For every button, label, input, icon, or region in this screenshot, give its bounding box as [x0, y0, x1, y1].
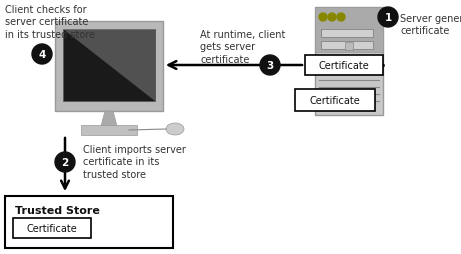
Circle shape — [328, 14, 336, 22]
Text: 4: 4 — [38, 50, 46, 60]
FancyBboxPatch shape — [81, 125, 137, 135]
Ellipse shape — [166, 123, 184, 135]
Polygon shape — [101, 112, 117, 126]
Text: Certificate: Certificate — [27, 223, 77, 233]
FancyBboxPatch shape — [345, 43, 353, 51]
FancyBboxPatch shape — [315, 8, 383, 53]
Text: Client imports server
certificate in its
trusted store: Client imports server certificate in its… — [83, 145, 186, 179]
FancyBboxPatch shape — [315, 8, 383, 116]
Circle shape — [32, 45, 52, 65]
FancyBboxPatch shape — [63, 30, 155, 102]
Text: At runtime, client
gets server
certificate: At runtime, client gets server certifica… — [200, 30, 285, 65]
Circle shape — [55, 152, 75, 172]
Text: 3: 3 — [266, 61, 274, 71]
Circle shape — [337, 14, 345, 22]
Text: 1: 1 — [384, 13, 392, 23]
Text: Server generates
certificate: Server generates certificate — [400, 14, 461, 36]
FancyBboxPatch shape — [295, 90, 375, 112]
Text: Client checks for
server certificate
in its trusted store: Client checks for server certificate in … — [5, 5, 95, 40]
Text: 2: 2 — [61, 157, 69, 167]
Text: Certificate: Certificate — [319, 61, 369, 71]
Circle shape — [319, 14, 327, 22]
FancyBboxPatch shape — [321, 42, 373, 50]
Circle shape — [260, 56, 280, 76]
Polygon shape — [63, 30, 155, 102]
Circle shape — [378, 8, 398, 28]
FancyBboxPatch shape — [55, 22, 163, 112]
Text: Trusted Store: Trusted Store — [15, 205, 100, 215]
FancyBboxPatch shape — [305, 56, 383, 76]
FancyBboxPatch shape — [321, 30, 373, 38]
Text: Certificate: Certificate — [310, 96, 361, 106]
FancyBboxPatch shape — [5, 196, 173, 248]
FancyBboxPatch shape — [13, 218, 91, 238]
